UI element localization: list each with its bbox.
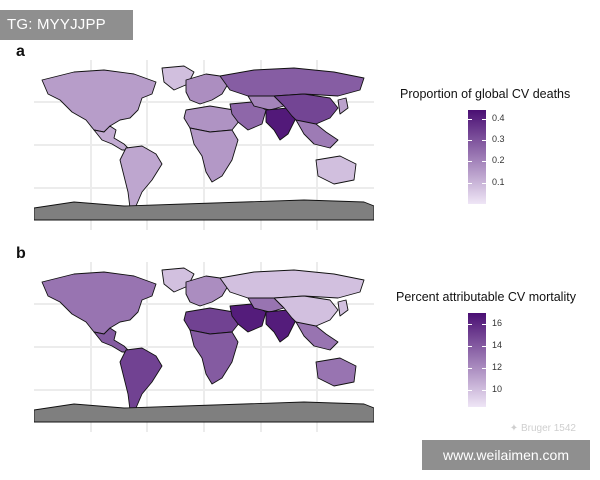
region-australia <box>315 357 357 387</box>
region-antarctica <box>34 401 374 423</box>
legend-title-a: Proportion of global CV deaths <box>400 87 571 101</box>
region-antarctica <box>34 199 374 221</box>
region-central-asia <box>247 297 285 313</box>
legend-tick-label: 12 <box>492 362 503 373</box>
legend-tickmark <box>468 161 472 163</box>
region-south-america <box>119 145 163 209</box>
legend-tick-label: 0.4 <box>492 112 505 123</box>
region-japan <box>337 299 349 317</box>
region-central-america <box>93 125 131 151</box>
panel-label-b: b <box>16 245 26 262</box>
legend-tickmark <box>468 182 472 184</box>
region-japan <box>337 97 349 115</box>
legend-a: Proportion of global CV deaths 0.4 0.3 0.2… <box>392 84 592 214</box>
region-china <box>273 295 339 327</box>
legend-tickmark <box>482 346 486 348</box>
legend-tick-label: 16 <box>492 318 503 329</box>
website-banner: www.weilaimen.com <box>422 440 590 470</box>
region-europe <box>185 275 229 307</box>
legend-tickmark <box>482 324 486 326</box>
legend-colorbar-b <box>468 313 486 407</box>
region-russia <box>219 269 365 299</box>
legend-tickmark <box>468 390 472 392</box>
region-subsaharan-africa <box>189 329 239 385</box>
legend-tickmark <box>482 118 486 120</box>
region-central-america <box>93 327 131 353</box>
region-russia <box>219 67 365 97</box>
region-southeast-asia <box>295 119 339 149</box>
legend-tickmark <box>482 182 486 184</box>
legend-tickmark <box>468 368 472 370</box>
channel-tag: TG: MYYJJPP <box>0 10 133 40</box>
region-south-america <box>119 347 163 411</box>
legend-colorbar-a <box>468 110 486 204</box>
legend-tick-label: 14 <box>492 340 503 351</box>
legend-tick-label: 10 <box>492 384 503 395</box>
region-southeast-asia <box>295 321 339 351</box>
map-svg-a <box>34 60 374 230</box>
legend-tick-label: 0.3 <box>492 133 505 144</box>
region-north-america <box>41 69 157 133</box>
region-australia <box>315 155 357 185</box>
region-europe <box>185 73 229 105</box>
region-china <box>273 93 339 125</box>
world-map-b <box>34 262 374 432</box>
legend-tickmark <box>482 139 486 141</box>
legend-tickmark <box>482 161 486 163</box>
legend-tickmark <box>482 368 486 370</box>
legend-tick-label: 0.2 <box>492 155 505 166</box>
legend-tickmark <box>468 346 472 348</box>
legend-tickmark <box>468 324 472 326</box>
panel-label-a: a <box>16 43 25 60</box>
legend-tickmark <box>482 390 486 392</box>
legend-tickmark <box>468 139 472 141</box>
legend-tick-label: 0.1 <box>492 176 505 187</box>
region-central-asia <box>247 95 285 111</box>
world-map-a <box>34 60 374 230</box>
region-north-america <box>41 271 157 335</box>
watermark: ✦ Bruger 1542 <box>509 423 576 434</box>
legend-title-b: Percent attributable CV mortality <box>396 290 576 304</box>
legend-tickmark <box>468 118 472 120</box>
legend-b: Percent attributable CV mortality 16 14 12… <box>392 287 592 417</box>
region-subsaharan-africa <box>189 127 239 183</box>
map-svg-b <box>34 262 374 432</box>
